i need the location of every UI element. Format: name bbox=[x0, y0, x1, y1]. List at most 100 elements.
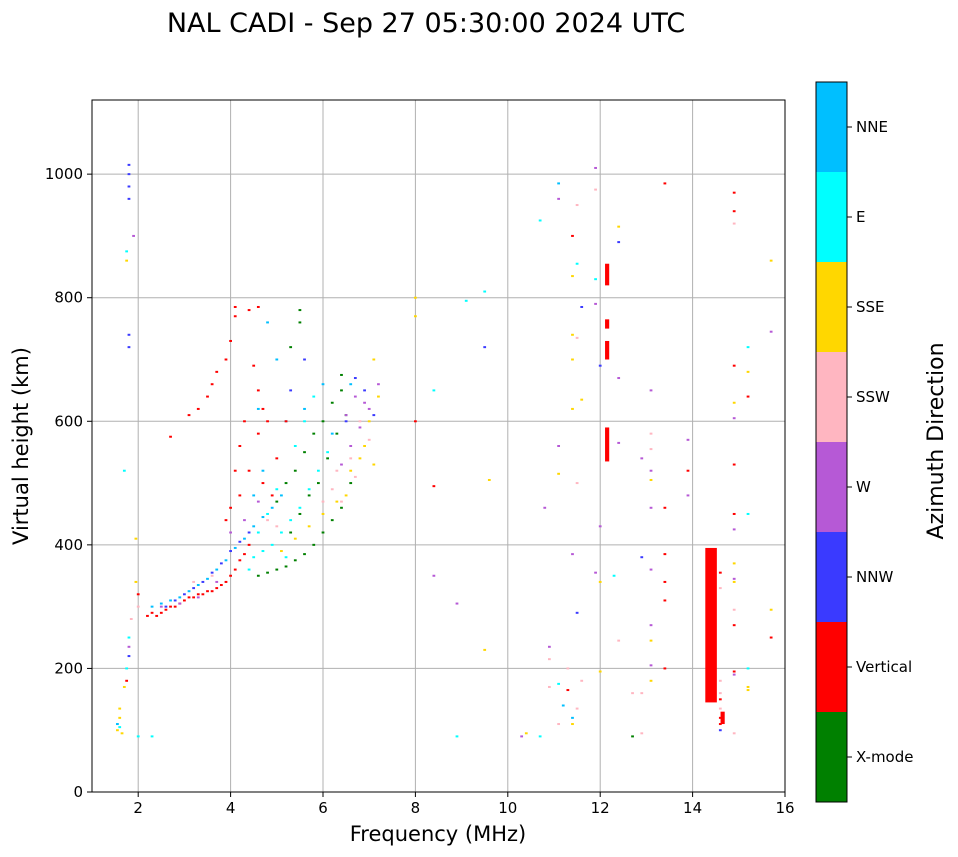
data-point-sse bbox=[344, 494, 348, 497]
colorbar-swatch-w bbox=[816, 442, 847, 532]
data-point-sse bbox=[571, 333, 574, 336]
data-point-vertical bbox=[266, 420, 269, 423]
data-point-ssw bbox=[136, 605, 140, 608]
data-point-e bbox=[594, 278, 597, 281]
data-point-vertical bbox=[256, 305, 260, 308]
x-tick-label: 14 bbox=[683, 799, 702, 817]
data-point-w bbox=[732, 417, 736, 420]
data-point-vertical bbox=[187, 596, 191, 599]
data-point-sse bbox=[571, 275, 574, 278]
data-point-w bbox=[732, 577, 736, 580]
data-point-vertical bbox=[663, 182, 667, 185]
data-point-vertical bbox=[270, 494, 274, 497]
data-point-vertical bbox=[663, 580, 667, 583]
data-point-x-mode bbox=[340, 506, 343, 509]
data-point-w bbox=[649, 469, 653, 472]
data-point-sse bbox=[372, 358, 376, 361]
colorbar-tick-label: E bbox=[856, 208, 865, 226]
data-point-vertical bbox=[732, 624, 736, 627]
data-point-ssw bbox=[192, 580, 196, 583]
data-point-x-mode bbox=[316, 482, 320, 485]
data-point-vertical bbox=[732, 364, 736, 367]
data-point-x-mode bbox=[298, 321, 302, 324]
data-point-x-mode bbox=[289, 531, 293, 534]
data-point-e bbox=[261, 550, 265, 553]
x-axis-label: Frequency (MHz) bbox=[350, 822, 526, 846]
data-point-nne bbox=[349, 383, 353, 386]
data-point-vertical bbox=[215, 587, 219, 590]
colorbar-tick-label: SSW bbox=[856, 388, 890, 406]
data-point-nnw bbox=[289, 389, 293, 392]
data-point-sse bbox=[746, 370, 750, 373]
y-tick-label: 200 bbox=[54, 659, 83, 677]
data-point-vertical bbox=[566, 689, 570, 692]
data-point-vertical bbox=[686, 469, 690, 472]
data-point-nne bbox=[159, 602, 163, 605]
colorbar-tick-label: NNW bbox=[856, 568, 893, 586]
data-point-nnw bbox=[127, 197, 131, 200]
data-point-vertical bbox=[219, 584, 223, 587]
data-point-sse bbox=[335, 500, 339, 503]
data-point-vertical bbox=[432, 485, 436, 488]
data-point-vertical bbox=[769, 636, 773, 639]
data-point-sse bbox=[571, 407, 574, 410]
data-point-vertical bbox=[229, 506, 232, 509]
data-bar-vertical bbox=[605, 427, 610, 462]
data-point-ssw bbox=[349, 457, 353, 460]
data-point-ssw bbox=[732, 608, 736, 611]
data-point-vertical bbox=[233, 315, 237, 318]
colorbar-tick-label: NNE bbox=[856, 118, 888, 136]
data-point-nne bbox=[321, 383, 325, 386]
data-point-w bbox=[557, 197, 561, 200]
data-point-sse bbox=[746, 685, 750, 688]
data-point-nnw bbox=[127, 655, 131, 658]
data-point-nne bbox=[266, 321, 269, 324]
data-point-nne bbox=[571, 716, 574, 719]
data-point-ssw bbox=[547, 685, 551, 688]
data-point-e bbox=[575, 262, 579, 265]
data-point-ssw bbox=[557, 723, 561, 726]
data-point-nnw bbox=[183, 593, 186, 596]
data-point-vertical bbox=[210, 383, 214, 386]
data-point-vertical bbox=[732, 512, 736, 515]
data-point-nne bbox=[187, 590, 191, 593]
chart-title: NAL CADI - Sep 27 05:30:00 2024 UTC bbox=[167, 8, 685, 39]
data-point-nne bbox=[261, 469, 265, 472]
data-point-x-mode bbox=[330, 519, 334, 522]
data-point-w bbox=[649, 624, 653, 627]
data-bar-vertical bbox=[605, 319, 610, 329]
data-point-vertical bbox=[224, 358, 228, 361]
data-point-sse bbox=[377, 395, 380, 398]
data-point-vertical bbox=[243, 553, 246, 556]
data-point-vertical bbox=[663, 599, 667, 602]
data-point-vertical bbox=[201, 593, 205, 596]
data-point-sse bbox=[617, 225, 621, 228]
data-point-e bbox=[125, 250, 129, 253]
data-point-vertical bbox=[196, 407, 200, 410]
data-point-vertical bbox=[146, 614, 149, 617]
data-point-nnw bbox=[192, 587, 196, 590]
data-point-ssw bbox=[649, 432, 653, 435]
data-point-x-mode bbox=[293, 559, 297, 562]
data-point-e bbox=[612, 574, 616, 577]
data-point-vertical bbox=[261, 407, 265, 410]
data-point-e bbox=[275, 488, 279, 491]
data-point-sse bbox=[125, 259, 129, 262]
data-point-vertical bbox=[284, 420, 288, 423]
colorbar-swatch-x-mode bbox=[816, 712, 847, 802]
data-point-vertical bbox=[732, 670, 736, 673]
data-point-nnw bbox=[201, 580, 205, 583]
data-bar-vertical bbox=[605, 340, 610, 360]
data-point-w bbox=[547, 645, 551, 648]
data-point-vertical bbox=[233, 469, 237, 472]
data-point-x-mode bbox=[275, 568, 279, 571]
data-point-ssw bbox=[718, 707, 722, 710]
data-point-e bbox=[455, 735, 459, 738]
data-point-ssw bbox=[340, 500, 343, 503]
colorbar-tick-label: SSE bbox=[856, 298, 885, 316]
data-point-vertical bbox=[414, 420, 417, 423]
data-point-ssw bbox=[617, 639, 621, 642]
data-point-vertical bbox=[233, 568, 237, 571]
data-point-vertical bbox=[718, 698, 722, 701]
